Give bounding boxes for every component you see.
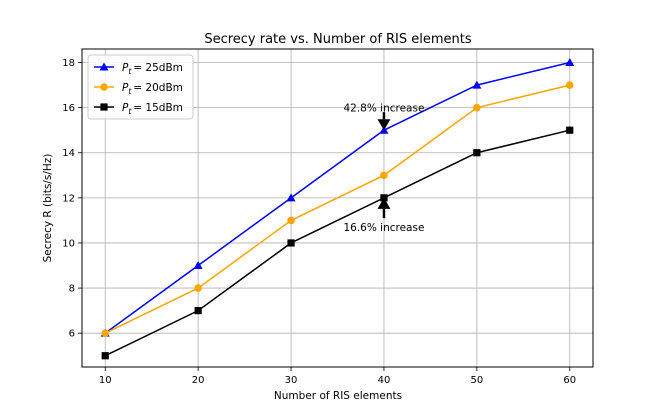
- legend-item: Pt = 15dBm: [94, 102, 183, 116]
- legend-box: [87, 54, 194, 120]
- data-point: [101, 329, 110, 337]
- data-point: [380, 171, 388, 180]
- series-circle: [101, 81, 574, 337]
- legend-label: Pt = 20dBm: [122, 82, 183, 96]
- axis-ticks: 10 20 30 40 50 60 6 8 10 12 14 16 18: [62, 58, 576, 386]
- y-tick-label: 8: [69, 284, 75, 295]
- plot-area: [81, 48, 594, 368]
- legend-symbol: P: [122, 102, 129, 114]
- series-group: [100, 58, 575, 360]
- annotations: 42.8% increase 16.6% increase: [343, 103, 424, 235]
- data-point: [194, 284, 202, 292]
- y-tick-label: 16: [62, 103, 75, 114]
- data-point: [286, 193, 296, 202]
- legend-item: Pt = 25dBm: [94, 62, 183, 76]
- data-point: [565, 58, 575, 67]
- legend-value: = 25dBm: [133, 62, 183, 74]
- legend-label: Pt = 15dBm: [122, 102, 183, 116]
- legend-marker: [100, 103, 108, 111]
- annotation-text: 42.8% increase: [343, 103, 424, 115]
- y-tick-label: 10: [62, 238, 75, 249]
- y-axis-label: Secrecy R (bits/s/Hz): [42, 154, 54, 263]
- data-point: [473, 103, 481, 112]
- legend-subscript: t: [128, 87, 132, 96]
- legend-symbol: P: [122, 82, 129, 94]
- data-point: [472, 80, 482, 89]
- data-point: [566, 126, 574, 134]
- y-tick-label: 18: [62, 58, 75, 69]
- legend-value: = 15dBm: [133, 102, 183, 114]
- x-tick-label: 30: [285, 375, 298, 386]
- data-point: [287, 216, 295, 225]
- x-axis-label: Number of RIS elements: [274, 390, 402, 402]
- x-tick-label: 20: [192, 375, 205, 386]
- series-line: [104, 84, 570, 334]
- legend-label: Pt = 25dBm: [122, 62, 183, 76]
- chart-title: Secrecy rate vs. Number of RIS elements: [204, 32, 472, 47]
- legend-value: = 20dBm: [133, 82, 183, 94]
- annotation-arrow-head: [377, 197, 391, 209]
- legend-marker: [99, 62, 109, 71]
- annotation-text: 16.6% increase: [343, 222, 424, 234]
- data-point: [101, 352, 109, 360]
- data-point: [287, 239, 295, 247]
- x-tick-label: 40: [378, 375, 391, 386]
- data-point: [473, 149, 481, 157]
- series-line: [104, 61, 570, 334]
- y-tick-label: 14: [62, 148, 75, 159]
- data-point: [565, 81, 574, 89]
- annotation: 42.8% increase: [343, 103, 424, 131]
- legend-subscript: t: [128, 107, 132, 116]
- x-tick-label: 10: [99, 375, 112, 386]
- x-tick-label: 60: [563, 375, 576, 386]
- legend-symbol: P: [122, 62, 129, 74]
- y-tick-label: 6: [69, 329, 75, 340]
- y-tick-label: 12: [62, 193, 75, 204]
- data-point: [194, 307, 202, 315]
- legend-marker: [100, 83, 108, 91]
- legend-item: Pt = 20dBm: [94, 82, 183, 96]
- annotation: 16.6% increase: [343, 197, 424, 234]
- annotation-arrow-head: [377, 119, 391, 131]
- legend-subscript: t: [128, 67, 132, 76]
- x-tick-label: 50: [470, 375, 483, 386]
- series-line: [104, 129, 570, 357]
- data-point: [193, 261, 203, 270]
